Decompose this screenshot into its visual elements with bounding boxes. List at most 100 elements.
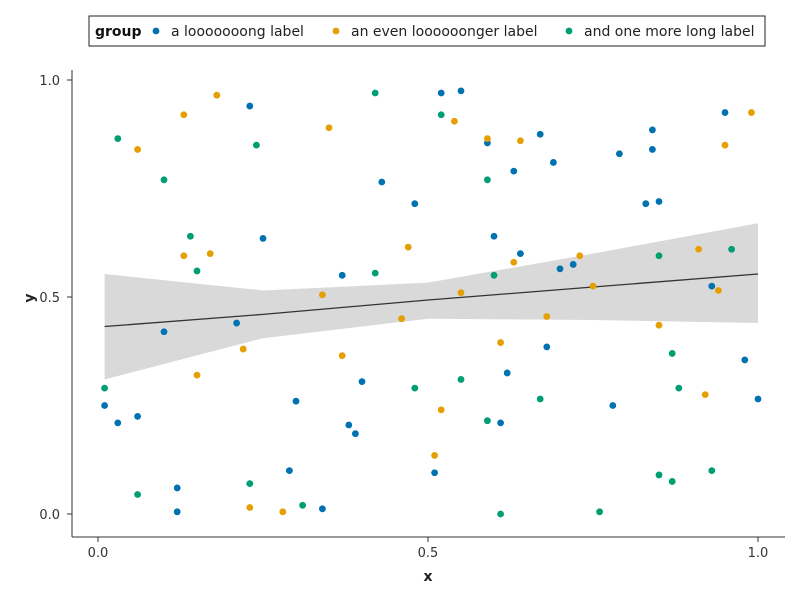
legend-box: [88, 15, 766, 47]
data-point: [173, 484, 181, 492]
data-point: [358, 378, 366, 386]
data-point: [556, 265, 564, 273]
data-point: [187, 232, 194, 240]
x-tick-label-0: 0.0: [88, 546, 109, 561]
data-point: [484, 135, 491, 142]
data-point: [411, 200, 419, 208]
data-point: [134, 491, 142, 498]
data-point: [239, 345, 247, 353]
data-point: [437, 89, 445, 97]
legend: group a looooooong label an even loooooo…: [88, 15, 766, 47]
data-point: [503, 369, 511, 377]
data-point: [457, 289, 465, 297]
data-point: [484, 176, 491, 184]
x-tick-label-2: 1.0: [748, 546, 769, 561]
data-point: [437, 111, 445, 119]
data-point: [550, 159, 557, 166]
data-point: [510, 258, 518, 266]
data-point: [338, 271, 346, 279]
y-tick-label-1: 0.5: [39, 291, 60, 306]
y-tick-label-2: 1.0: [39, 74, 60, 89]
data-point: [536, 130, 544, 138]
data-point: [748, 109, 755, 116]
data-point: [279, 508, 287, 516]
data-point: [649, 146, 656, 153]
data-point: [193, 371, 201, 379]
data-point: [134, 146, 142, 153]
data-point: [649, 126, 656, 134]
data-point: [569, 261, 577, 268]
data-point: [160, 176, 168, 184]
legend-item-group-1: a looooooong label: [152, 24, 304, 40]
data-point: [616, 150, 623, 158]
series-group-3: [101, 89, 735, 518]
data-point: [517, 137, 524, 145]
legend-marker-group-3: [565, 27, 573, 35]
data-point: [695, 245, 702, 253]
plot-area: [101, 87, 762, 518]
data-point: [721, 109, 729, 116]
data-point: [378, 178, 386, 186]
data-point: [655, 252, 663, 260]
data-point: [259, 235, 267, 242]
data-point: [497, 339, 504, 346]
data-point: [721, 141, 729, 149]
data-point: [431, 469, 438, 477]
legend-item-group-2: an even loooooonger label: [332, 24, 537, 40]
axes: [67, 70, 785, 542]
data-point: [741, 356, 749, 364]
confidence-band: [104, 223, 759, 380]
data-point: [213, 91, 221, 99]
data-point: [325, 124, 333, 132]
data-point: [286, 467, 293, 474]
data-point: [609, 402, 617, 409]
data-point: [701, 391, 709, 399]
data-point: [497, 419, 504, 427]
data-point: [292, 397, 300, 405]
data-point: [642, 200, 650, 208]
data-point: [101, 384, 108, 392]
data-point: [457, 87, 465, 95]
data-point: [114, 135, 122, 142]
legend-marker-group-2: [332, 27, 340, 35]
data-point: [206, 250, 214, 257]
x-axis-title: x: [423, 569, 432, 585]
data-point: [193, 267, 201, 275]
data-point: [708, 282, 716, 290]
data-point: [675, 384, 683, 392]
data-point: [490, 271, 498, 279]
data-point: [668, 478, 676, 485]
data-point: [134, 412, 142, 420]
x-tick-label-1: 0.5: [418, 546, 439, 561]
data-point: [246, 504, 254, 511]
data-point: [517, 250, 524, 257]
y-tick-label-0: 0.0: [39, 508, 60, 523]
data-point: [160, 328, 168, 336]
data-point: [655, 198, 663, 205]
data-point: [457, 376, 465, 383]
legend-marker-group-1: [152, 27, 160, 35]
data-point: [668, 350, 676, 357]
data-point: [101, 402, 108, 409]
data-point: [319, 291, 326, 299]
data-point: [246, 480, 254, 488]
data-point: [708, 467, 716, 474]
data-point: [371, 269, 379, 277]
data-point: [490, 232, 498, 240]
data-point: [338, 352, 346, 359]
data-point: [543, 313, 551, 320]
data-point: [180, 111, 188, 119]
data-point: [451, 117, 458, 125]
data-point: [655, 471, 663, 479]
data-point: [497, 510, 504, 518]
data-point: [484, 417, 491, 425]
data-point: [536, 395, 544, 403]
series-group-2: [134, 91, 755, 516]
data-point: [754, 395, 762, 403]
data-point: [352, 430, 359, 438]
data-point: [576, 252, 584, 260]
data-point: [404, 243, 412, 251]
legend-label-group-2: an even loooooonger label: [351, 24, 537, 40]
data-point: [253, 141, 260, 149]
legend-label-group-3: and one more long label: [584, 24, 755, 40]
